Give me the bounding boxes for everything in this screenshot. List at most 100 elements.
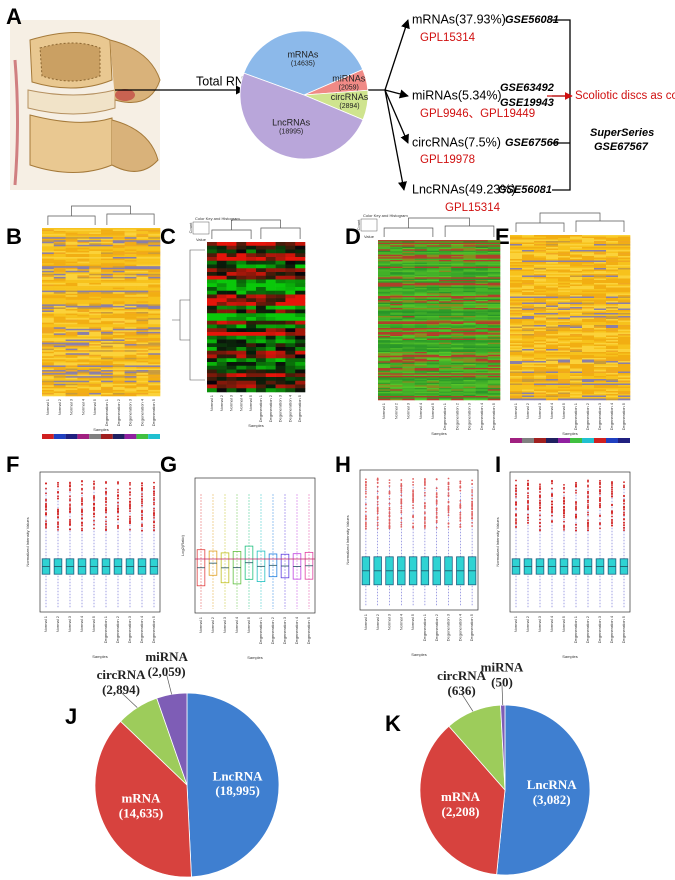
series-id: GSE67566 xyxy=(505,137,560,149)
heatmap-cell xyxy=(570,398,583,401)
sample-label: Degeneration 3 xyxy=(597,402,602,430)
heatmap-cell xyxy=(42,339,55,342)
heatmap-cell xyxy=(606,299,619,302)
heatmap-cell xyxy=(77,293,90,296)
heatmap-cell xyxy=(414,317,428,319)
heatmap-cell xyxy=(378,346,391,349)
heatmap-cell xyxy=(558,260,571,263)
heatmap-cell xyxy=(378,242,391,245)
heatmap xyxy=(378,240,501,401)
heatmap-cell xyxy=(463,246,476,249)
heatmap-cell xyxy=(414,300,428,302)
heatmap-cell xyxy=(426,258,440,261)
heatmap-cell xyxy=(463,306,476,309)
heatmap-cell xyxy=(77,363,90,366)
heatmap-cell xyxy=(594,259,607,261)
heatmap-cell xyxy=(207,388,218,393)
heatmap-cell xyxy=(77,235,90,238)
heatmap-cell xyxy=(112,301,125,304)
heatmap-cell xyxy=(487,394,501,397)
heatmap-cell xyxy=(285,380,296,385)
heatmap-cell xyxy=(265,350,276,355)
heatmap-cell xyxy=(534,379,547,381)
heatmap-cell xyxy=(546,277,559,279)
heatmap-cell xyxy=(546,254,559,257)
heatmap-cell xyxy=(534,239,547,242)
heatmap-cell xyxy=(414,248,428,250)
heatmap-cell xyxy=(487,262,501,265)
heatmap-cell xyxy=(124,247,137,250)
heatmap-cell xyxy=(65,357,78,360)
outlier xyxy=(611,515,613,518)
heatmap-cell xyxy=(216,287,227,292)
outlier xyxy=(587,523,589,526)
heatmap-cell xyxy=(53,240,66,243)
heatmap-cell xyxy=(426,353,440,355)
heatmap-cell xyxy=(451,294,464,297)
heatmap-cell xyxy=(112,229,125,232)
heatmap-cell xyxy=(606,320,619,323)
heatmap-cell xyxy=(534,317,547,320)
heatmap-cell xyxy=(475,382,489,385)
heatmap-cell xyxy=(53,347,66,349)
heatmap-cell xyxy=(606,379,619,381)
heatmap-cell xyxy=(570,304,583,306)
heatmap-cell xyxy=(414,348,428,350)
heatmap-cell xyxy=(546,377,559,380)
heatmap-cell xyxy=(463,361,476,363)
heatmap-cell xyxy=(487,273,501,275)
heatmap-cell xyxy=(570,391,583,393)
heatmap-cell xyxy=(426,277,440,279)
outlier xyxy=(575,500,577,503)
heatmap-cell xyxy=(378,264,391,266)
heatmap-cell xyxy=(53,325,66,328)
heatmap-cell xyxy=(594,305,607,308)
heatmap-cell xyxy=(402,246,415,249)
heatmap-cell xyxy=(463,245,476,247)
heatmap-cell xyxy=(546,305,559,308)
outlier xyxy=(611,510,613,512)
outlier xyxy=(459,486,462,489)
heatmap-cell xyxy=(65,342,78,345)
sample-label: Normal 2 xyxy=(375,613,380,630)
heatmap-cell xyxy=(124,238,137,241)
heatmap-cell xyxy=(207,347,218,352)
heatmap-cell xyxy=(558,398,571,401)
heatmap-cell xyxy=(402,289,415,291)
outlier xyxy=(81,480,83,483)
heatmap-cell xyxy=(89,299,102,302)
heatmap-cell xyxy=(570,338,583,341)
heatmap-cell xyxy=(414,373,428,375)
heatmap-cell xyxy=(226,305,237,310)
heatmap-cell xyxy=(265,302,276,307)
heatmap-cell xyxy=(390,394,403,397)
heatmap-cell xyxy=(618,247,631,249)
heatmap-cell xyxy=(582,242,595,245)
heatmap-cell xyxy=(463,382,476,385)
outlier xyxy=(471,491,473,493)
heatmap-cell xyxy=(402,358,415,361)
heatmap-cell xyxy=(463,305,476,307)
heatmap-cell xyxy=(594,359,607,362)
heatmap-cell xyxy=(426,285,440,287)
heatmap-cell xyxy=(77,296,90,299)
heatmap-cell xyxy=(285,298,296,303)
heatmap-cell xyxy=(510,395,523,398)
heatmap-cell xyxy=(582,334,595,336)
heatmap-cell xyxy=(53,365,66,368)
heatmap-cell xyxy=(451,348,464,350)
heatmap-cell xyxy=(295,249,306,254)
heatmap-cell xyxy=(390,244,403,246)
heatmap-cell xyxy=(582,311,595,314)
heatmap-cell xyxy=(42,391,55,394)
heatmap-cell xyxy=(475,364,489,366)
outlier xyxy=(435,499,438,502)
heatmap-cell xyxy=(439,289,452,291)
heatmap-cell xyxy=(451,269,464,271)
heatmap-cell xyxy=(570,332,583,335)
heatmap-cell xyxy=(89,357,102,360)
panel-label: F xyxy=(6,452,19,477)
heatmap-cell xyxy=(390,340,403,342)
heatmap-cell xyxy=(463,281,476,283)
outlier xyxy=(45,508,47,511)
